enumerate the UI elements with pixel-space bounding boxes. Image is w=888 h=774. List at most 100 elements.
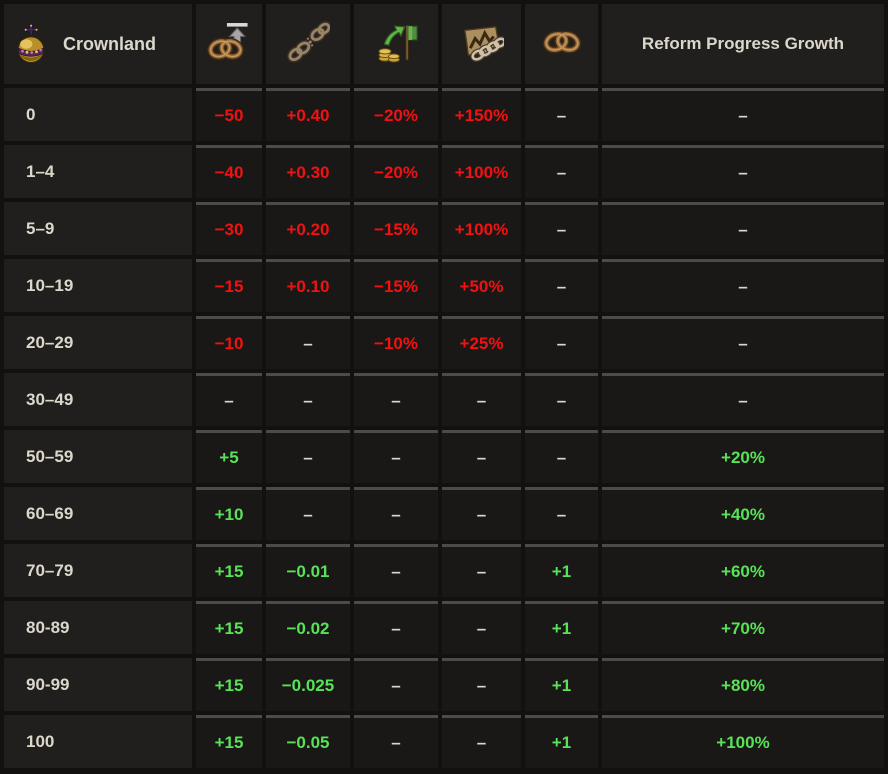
value-cell: −0.025 [266,658,350,711]
column-header-reform-label: Reform Progress Growth [641,34,845,53]
value-cell: +100% [442,145,521,198]
value-cell: +50% [442,259,521,312]
value-cell: −10 [196,316,262,369]
value-cell: −15% [354,202,438,255]
column-header-income [354,4,438,84]
broken-chain-icon [286,20,330,64]
row-label: 90-99 [4,658,192,711]
value-cell: +0.20 [266,202,350,255]
value-cell: – [354,658,438,711]
value-cell: −15 [196,259,262,312]
value-cell: +80% [602,658,884,711]
value-cell: – [602,316,884,369]
crownland-orb-icon [14,23,48,65]
value-cell: +15 [196,601,262,654]
value-cell: +1 [525,601,598,654]
table-body: 0 −50 +0.40 −20% +150% – –1–4 −40 +0.30 −20% +100%… [4,88,884,768]
knot-up-arrow-icon [207,20,251,64]
value-cell: −0.01 [266,544,350,597]
table-row: 20–29 −10– −10% +25% – – [4,316,884,369]
value-cell: −20% [354,145,438,198]
value-cell: – [525,430,598,483]
column-header-reform-progress: Reform Progress Growth [602,4,884,84]
table-header: Crownland [4,4,884,84]
value-cell: – [354,373,438,426]
table-row: 60–69 +10– – – – +40% [4,487,884,540]
row-label: 50–59 [4,430,192,483]
value-cell: +40% [602,487,884,540]
row-label: 60–69 [4,487,192,540]
column-header-loyalty [525,4,598,84]
value-cell: – [442,373,521,426]
value-cell: – [525,316,598,369]
row-label: 100 [4,715,192,768]
value-cell: – [442,715,521,768]
value-cell: – [266,430,350,483]
row-label: 5–9 [4,202,192,255]
column-header-crownland-label: Crownland [63,33,156,54]
value-cell: +150% [442,88,521,141]
value-cell: – [354,715,438,768]
value-cell: – [602,373,884,426]
value-cell: – [602,145,884,198]
value-cell: – [196,373,262,426]
row-label: 70–79 [4,544,192,597]
table-row: 5–9 −30 +0.20 −15% +100% – – [4,202,884,255]
value-cell: +5 [196,430,262,483]
value-cell: −20% [354,88,438,141]
value-cell: – [442,487,521,540]
value-cell: −15% [354,259,438,312]
value-cell: +100% [602,715,884,768]
value-cell: – [525,145,598,198]
value-cell: – [266,487,350,540]
table-row: 100 +15 −0.05– – +1 +100% [4,715,884,768]
torn-map-chain-icon [460,20,504,64]
value-cell: – [525,259,598,312]
value-cell: +70% [602,601,884,654]
row-label: 10–19 [4,259,192,312]
column-header-monthly-autonomy [266,4,350,84]
value-cell: +1 [525,544,598,597]
table-row: 0 −50 +0.40 −20% +150% – – [4,88,884,141]
value-cell: −0.02 [266,601,350,654]
value-cell: −50 [196,88,262,141]
column-header-rebel-support [442,4,521,84]
value-cell: +25% [442,316,521,369]
value-cell: −40 [196,145,262,198]
value-cell: – [266,316,350,369]
value-cell: – [602,259,884,312]
coins-flag-icon [374,20,418,64]
table-row: 90-99 +15 −0.025– – +1 +80% [4,658,884,711]
table-row: 10–19 −15 +0.10 −15% +50% – – [4,259,884,312]
value-cell: +100% [442,202,521,255]
value-cell: +10 [196,487,262,540]
value-cell: +15 [196,715,262,768]
header-row: Crownland [4,4,884,84]
value-cell: – [442,658,521,711]
table-row: 1–4 −40 +0.30 −20% +100% – – [4,145,884,198]
value-cell: – [525,487,598,540]
value-cell: −0.05 [266,715,350,768]
value-cell: – [354,544,438,597]
value-cell: −10% [354,316,438,369]
value-cell: – [442,544,521,597]
value-cell: +20% [602,430,884,483]
value-cell: −30 [196,202,262,255]
row-label: 20–29 [4,316,192,369]
column-header-crownland: Crownland [4,4,192,84]
value-cell: – [525,202,598,255]
value-cell: – [354,487,438,540]
value-cell: – [525,88,598,141]
value-cell: – [266,373,350,426]
value-cell: +1 [525,715,598,768]
value-cell: – [602,202,884,255]
value-cell: – [442,601,521,654]
value-cell: – [602,88,884,141]
value-cell: +1 [525,658,598,711]
value-cell: – [442,430,521,483]
value-cell: – [525,373,598,426]
table-row: 50–59 +5– – – – +20% [4,430,884,483]
value-cell: +0.10 [266,259,350,312]
value-cell: – [354,601,438,654]
